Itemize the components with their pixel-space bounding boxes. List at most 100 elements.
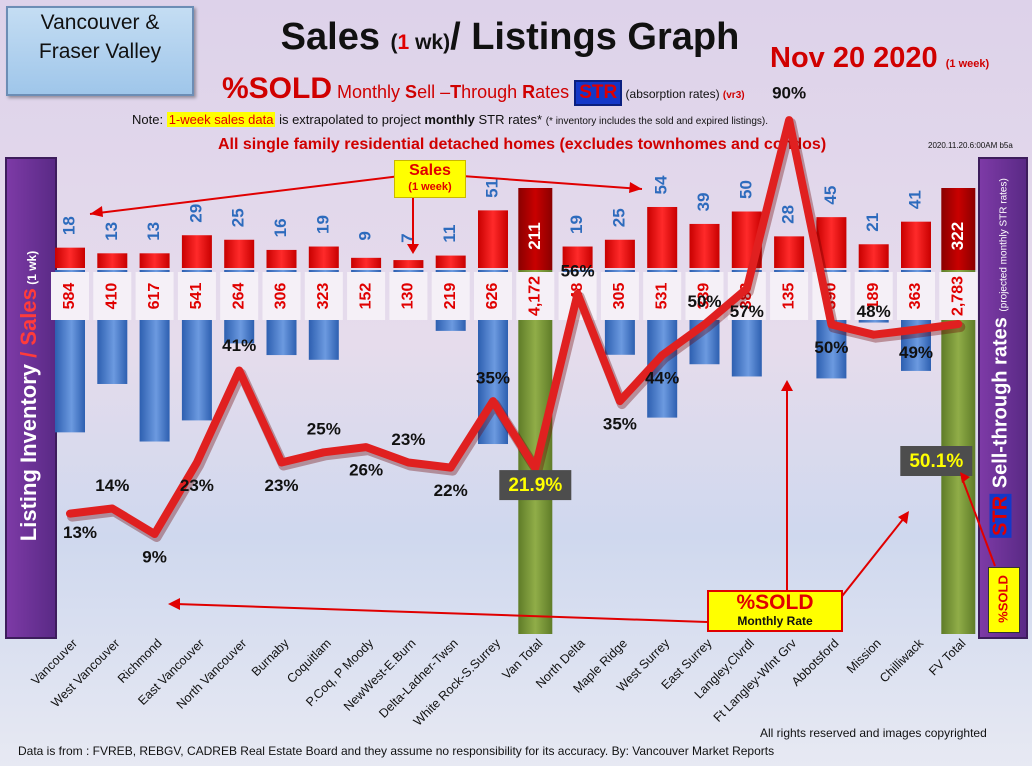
sales-bar [478,210,508,268]
pct-total-badge [900,446,973,476]
sales-bar [97,253,128,268]
pct-value-label: 22% [434,481,468,500]
sales-arrowhead-left [90,206,103,217]
listing-label-bg [262,272,301,320]
sales-bar [689,223,720,268]
pct-value-label: 9% [142,547,167,566]
category-tick-label: Chilliwack [877,636,927,686]
listing-value-label: 306 [273,283,290,310]
pct-value-label: 35% [476,369,510,388]
subtitle-s: S [405,82,418,102]
note-line: Note: 1-week sales data is extrapolated … [132,112,768,127]
listing-label-bg [897,272,935,320]
pct-value-label: 57% [730,302,764,321]
date-note: (1 week) [945,58,990,70]
sales-bar [55,247,85,268]
subtitle-absorption: (absorption rates) [622,87,723,101]
listing-value-label: 363 [907,283,924,310]
listing-value-label: 152 [357,283,374,310]
listing-label-bg [389,272,428,320]
listing-value-label: 4,172 [527,276,544,316]
region-line-1: Vancouver & [40,11,160,34]
sales-value-label: 19 [313,215,332,234]
sales-value-label: 50 [736,180,755,199]
listing-value-label: 135 [780,283,797,310]
sales-value-label: 51 [482,179,501,198]
sales-value-label: 322 [948,222,967,250]
listing-label-bg [347,272,386,320]
sales-bar [901,221,931,268]
pct-value-label: 50% [687,292,721,311]
note-bold: monthly [424,112,475,127]
sales-bar [647,206,678,268]
sales-arrow-right [461,175,643,190]
sales-bar [266,249,297,268]
pct-value-label: 23% [264,476,298,495]
sales-bar [774,236,805,268]
sales-bar [308,246,339,268]
sales-value-label: 13 [144,222,163,241]
pct-sold-callout-sub: Monthly Rate [737,614,813,628]
subtitle-version: (vr3) [722,90,745,101]
region-line-2: Fraser Valley [38,40,162,63]
listing-value-label: 584 [61,283,78,310]
listing-label-bg [93,272,132,320]
pct-value-label: 49% [899,343,933,362]
subtitle-sold: %SOLD [222,72,333,105]
listing-label-bg [220,272,259,320]
sales-value-label: 13 [102,222,121,241]
subtitle-ates: ates [535,82,575,102]
pct-value-label: 50% [814,338,848,357]
date-text: Nov 20 2020 [770,42,938,74]
pct-total-label: 50.1% [909,451,963,472]
pct-total-badge [499,470,572,501]
sales-bar [139,253,170,268]
pct-sold-callout: %SOLD Monthly Rate [707,590,843,632]
pct-total-label: 21.9% [508,475,562,496]
chart-title: Sales (1 wk)/ Listings Graph [250,16,770,59]
sales-callout: Sales (1 week) [394,160,466,198]
sales-bar [435,255,466,268]
copyright-note: All rights reserved and images copyright… [760,726,987,740]
pct-arrow-left [175,603,708,623]
sales-arrowhead-down [407,244,419,254]
sales-value-label: 54 [652,175,671,194]
sales-value-label: 19 [567,215,586,234]
sales-bar [393,260,424,268]
sales-value-label: 21 [863,213,882,232]
sales-value-label: 7 [398,233,417,242]
pct-value-label: 56% [561,261,595,280]
subtitle: %SOLD Monthly Sell –Through Rates STR (a… [222,72,745,106]
sales-value-label: 25 [229,208,248,227]
pct-arrowhead-left [168,598,180,610]
listing-value-label: 617 [146,283,163,310]
listing-label-bg [431,272,470,320]
listing-value-label: 410 [104,283,121,310]
listing-label-bg [474,272,512,320]
sales-value-label: 41 [905,190,924,209]
title-part-b: ( [390,31,398,54]
title-part-a: Sales [280,16,391,58]
pct-value-label: 90% [772,84,806,103]
pct-value-label: 26% [349,461,383,480]
note-highlight: 1-week sales data [166,112,276,127]
subtitle-monthly: Monthly [332,82,406,102]
sales-bar [351,257,382,268]
pct-value-label: 23% [391,430,425,449]
title-part-d: wk) [409,31,451,54]
listing-value-label: 339 [696,283,713,310]
sales-value-label: 211 [525,222,544,249]
side-arrow [961,477,996,567]
listing-value-label: 130 [400,283,417,310]
sales-value-label: 9 [356,231,375,240]
sales-bar [181,235,212,268]
pct-value-label: 13% [63,523,97,542]
category-tick-label: Delta-Ladner-Twsn [376,636,461,721]
listing-label-bg [939,272,978,320]
pct-value-label: 44% [645,369,679,388]
side-sold-badge [988,567,1020,633]
category-tick-label: FV Total [926,636,968,678]
listing-label-bg [643,272,682,320]
pct-arrowhead-up [781,380,793,391]
note-tiny: (* inventory includes the sold and expir… [545,116,769,127]
